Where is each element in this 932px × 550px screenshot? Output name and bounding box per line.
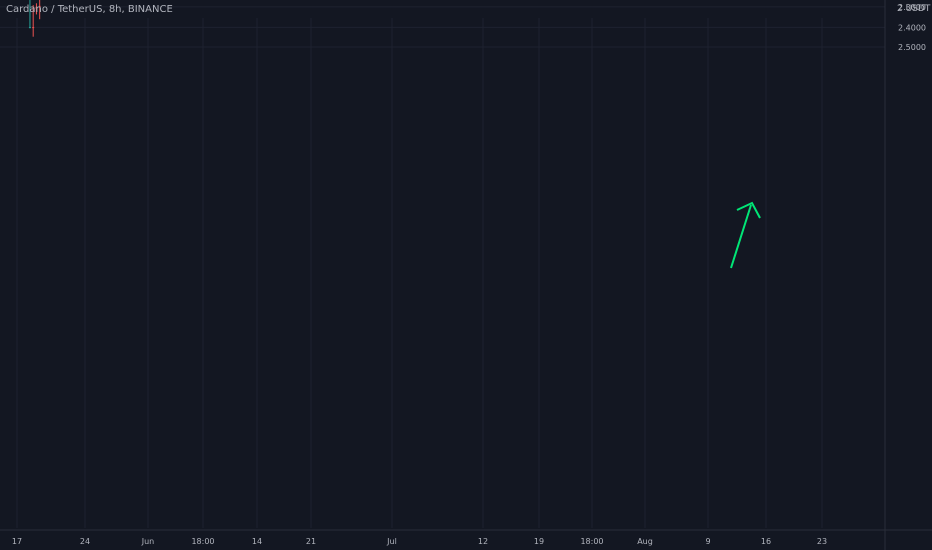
candles [28, 0, 41, 37]
candle-body [38, 5, 41, 7]
time-tick-label: 16 [761, 537, 771, 546]
arrow-shaft [730, 204, 752, 269]
time-tick-label: Jul [386, 537, 397, 546]
candle-body [32, 27, 35, 29]
time-tick-label: 19 [534, 537, 544, 546]
arrow-head [736, 201, 761, 219]
time-tick-label: 24 [80, 537, 90, 546]
axis-unit: 2 USDT [897, 4, 931, 14]
price-tick-label: 2.5000 [898, 43, 926, 52]
chart-title: Cardano / TetherUS, 8h, BINANCE [6, 4, 173, 15]
time-tick-label: Jun [141, 537, 155, 546]
grid [0, 6, 885, 528]
price-axis: 2.50002.40002.30002.20002.10002.00001.90… [898, 3, 926, 52]
price-tick-label: 2.3000 [898, 3, 926, 12]
price-tick-label: 2.4000 [898, 23, 926, 32]
time-tick-label: 17 [12, 537, 22, 546]
time-axis: 17 24 Jun 18:00 14 21 Jul 12 19 18:00 Aug 9 16 23 [12, 537, 827, 546]
time-tick-label: 23 [817, 537, 827, 546]
time-tick-label: 18:00 [580, 537, 603, 546]
time-tick-label: 14 [252, 537, 262, 546]
time-tick-label: 12 [478, 537, 488, 546]
time-tick-label: 21 [306, 537, 316, 546]
time-tick-label: 18:00 [191, 537, 214, 546]
candle-body [35, 7, 38, 9]
time-tick-label: Aug [637, 537, 653, 546]
candle-body [28, 27, 31, 29]
time-tick-label: 9 [705, 537, 710, 546]
projection-arrow [730, 201, 761, 269]
